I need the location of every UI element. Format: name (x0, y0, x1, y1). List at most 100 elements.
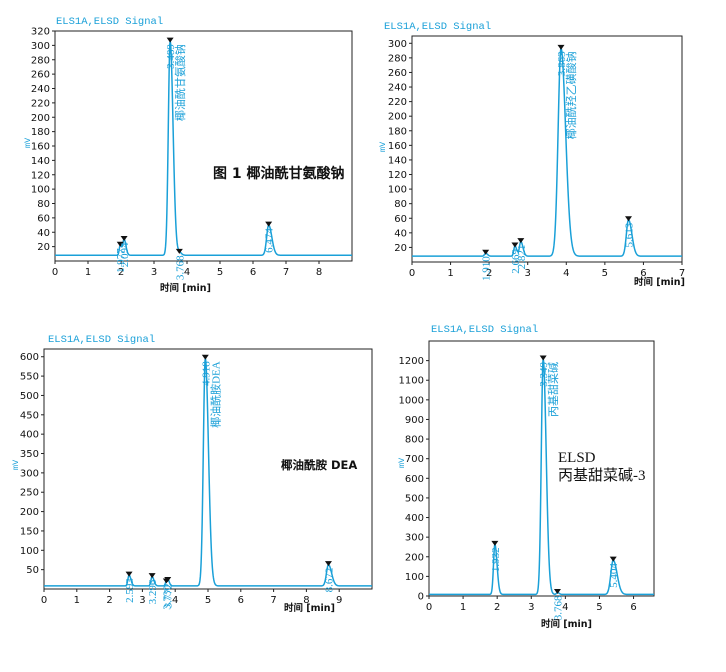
y-tick-label: 350 (20, 449, 39, 460)
y-tick-label: 100 (388, 185, 407, 196)
x-tick-label: 1 (85, 267, 91, 278)
y-tick-label: 320 (31, 27, 50, 38)
y-tick-label: 260 (388, 68, 407, 79)
x-tick-label: 6 (640, 268, 646, 279)
plot-frame (54, 30, 353, 262)
y-tick-label: 180 (31, 127, 50, 138)
y-tick-label: 800 (405, 435, 424, 446)
y-tick-label: 60 (37, 213, 50, 224)
y-tick-label: 500 (405, 493, 424, 504)
y-tick-label: 140 (388, 155, 407, 166)
y-tick-label: 200 (405, 552, 424, 563)
peak-label: 2.593 (124, 578, 136, 603)
peak-compound-label: 椰油酰羟乙磺酸钠 (564, 51, 578, 139)
y-tick-label: 300 (405, 533, 424, 544)
x-tick-label: 2 (494, 602, 500, 613)
plot-area: 2040608010012014016018020022024026028030… (388, 39, 685, 281)
peak-marker (148, 573, 156, 579)
x-tick-label: 7 (679, 268, 685, 279)
peak-label: 5.404 (608, 563, 620, 588)
y-tick-label: 200 (20, 507, 39, 518)
y-tick-label: 160 (31, 142, 50, 153)
y-tick-label: 240 (388, 83, 407, 94)
x-tick-label: 3 (525, 268, 531, 279)
y-tick-label: 1000 (399, 395, 424, 406)
y-tick-label: 220 (31, 98, 50, 109)
x-tick-label: 5 (602, 268, 608, 279)
y-tick-label: 80 (394, 199, 407, 210)
peak-marker (324, 561, 332, 567)
peak-marker (201, 354, 209, 360)
plot-area: 2040608010012014016018020022024026028030… (31, 27, 353, 280)
plot-area: 0 100 200 300 400 500 600 700 800 900 1000 1100 1200… (399, 355, 655, 620)
peak-marker (482, 249, 490, 255)
x-tick-label: 9 (336, 595, 342, 606)
x-tick-label: 8 (316, 267, 322, 278)
peak-label: 1.910 (481, 256, 493, 281)
x-tick-label: 6 (630, 602, 636, 613)
peak-label: 2.669 (510, 248, 522, 273)
y-axis-label: mV (11, 459, 21, 470)
plot-frame (411, 35, 683, 263)
x-tick-label: 2 (118, 267, 124, 278)
y-tick-label: 60 (394, 214, 407, 225)
signal-trace (411, 47, 683, 257)
peak-marker (609, 556, 617, 562)
peak-marker (625, 216, 633, 222)
y-tick-label: 220 (388, 97, 407, 108)
peak-label: 3.772 (163, 583, 175, 608)
y-tick-label: 120 (388, 170, 407, 181)
peak-label: 3.349 (538, 362, 550, 387)
y-tick-label: 100 (31, 185, 50, 196)
peak-label: 1.932 (490, 547, 502, 572)
sample-annotation: ELSD 丙基甜菜碱-3 (558, 449, 646, 485)
x-tick-label: 2 (486, 268, 492, 279)
x-tick-label: 5 (596, 602, 602, 613)
x-tick-label: 4 (562, 602, 568, 613)
peak-label: 1.977 (115, 248, 127, 273)
y-tick-label: 240 (31, 84, 50, 95)
peak-label: 3.730 (161, 585, 173, 610)
signal-title: ELS1A,ELSD Signal (56, 16, 163, 28)
peak-marker (125, 571, 133, 577)
annotation-line-1: ELSD (558, 450, 596, 466)
y-tick-label: 600 (405, 474, 424, 485)
y-tick-label: 550 (20, 372, 39, 383)
y-tick-label: 300 (31, 41, 50, 52)
y-tick-label: 1100 (399, 376, 424, 387)
y-tick-label: 50 (26, 565, 39, 576)
peak-compound-label: 椰油酰胺DEA (208, 361, 222, 428)
peak-marker (539, 355, 547, 361)
sample-annotation: 图 1 椰油酰甘氨酸钠 (213, 166, 345, 182)
peak-marker (553, 588, 561, 594)
peak-label: 5.613 (624, 222, 636, 247)
x-tick-label: 3 (139, 595, 145, 606)
y-tick-label: 450 (20, 410, 39, 421)
peak-marker (164, 576, 172, 582)
signal-title: ELS1A,ELSD Signal (431, 324, 538, 336)
x-tick-label: 1 (447, 268, 453, 279)
x-tick-label: 6 (238, 595, 244, 606)
y-tick-label: 80 (37, 199, 50, 210)
peak-marker (166, 37, 174, 43)
x-tick-label: 4 (563, 268, 569, 279)
x-tick-label: 6 (250, 267, 256, 278)
x-tick-label: 1 (74, 595, 80, 606)
x-tick-label: 5 (205, 595, 211, 606)
y-axis-label: mV (397, 457, 407, 468)
x-tick-label: 8 (303, 595, 309, 606)
peak-marker (491, 540, 499, 546)
peak-label: 6.474 (264, 228, 276, 253)
peak-marker (175, 248, 183, 254)
x-axis-label: 时间 [min] (634, 276, 685, 288)
plot-area: 50 100 150 200 250 300 350 400 450 500 550 600 0 1 2 3 4… (20, 352, 373, 610)
y-tick-label: 100 (20, 546, 39, 557)
y-tick-label: 120 (31, 170, 50, 181)
peak-label: 2.821 (516, 245, 528, 270)
y-tick-label: 140 (31, 156, 50, 167)
peak-label: 3.296 (147, 579, 159, 604)
x-tick-label: 5 (217, 267, 223, 278)
